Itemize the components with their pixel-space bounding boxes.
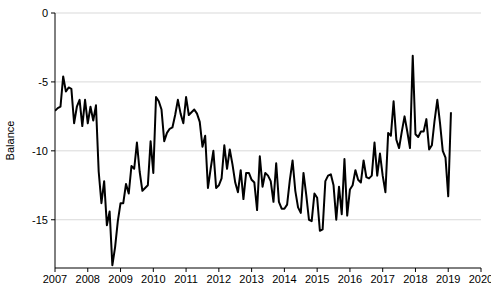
- grid-line: [55, 150, 481, 151]
- x-tick-label: 2019: [436, 273, 460, 285]
- x-tick: [415, 268, 416, 272]
- x-tick: [349, 268, 350, 272]
- x-tick-label: 2010: [141, 273, 165, 285]
- x-tick: [284, 268, 285, 272]
- x-tick-label: 2015: [305, 273, 329, 285]
- x-tick-label: 2008: [76, 273, 100, 285]
- x-tick: [251, 268, 252, 272]
- x-tick: [55, 268, 56, 272]
- x-tick-label: 2009: [108, 273, 132, 285]
- x-tick-label: 2020: [469, 273, 491, 285]
- x-tick-label: 2018: [403, 273, 427, 285]
- data-line: [55, 56, 451, 266]
- x-tick: [186, 268, 187, 272]
- x-tick: [317, 268, 318, 272]
- y-tick: [51, 219, 55, 220]
- chart: -15 -10 -5 0 2007 2008 2009 2010 2011 2012 2013 201…: [0, 0, 491, 302]
- x-tick-label: 2016: [338, 273, 362, 285]
- x-tick-label: 2012: [207, 273, 231, 285]
- grid-line: [55, 13, 481, 14]
- y-tick: [51, 150, 55, 151]
- x-tick-label: 2014: [272, 273, 296, 285]
- x-tick: [448, 268, 449, 272]
- y-tick-label: -15: [32, 214, 48, 226]
- x-tick-label: 2011: [174, 273, 198, 285]
- x-tick-label: 2013: [239, 273, 263, 285]
- x-tick: [481, 268, 482, 272]
- x-tick: [120, 268, 121, 272]
- x-axis: [55, 268, 481, 269]
- x-tick: [382, 268, 383, 272]
- y-axis: [55, 13, 56, 268]
- y-tick: [51, 13, 55, 14]
- x-tick-label: 2017: [370, 273, 394, 285]
- y-axis-label: Balance: [4, 121, 16, 161]
- x-tick: [87, 268, 88, 272]
- y-tick-label: -10: [32, 145, 48, 157]
- grid-line: [55, 81, 481, 82]
- x-tick-label: 2007: [43, 273, 67, 285]
- y-tick: [51, 81, 55, 82]
- y-tick-label: 0: [42, 7, 48, 19]
- plot-area: [55, 56, 451, 266]
- x-tick: [153, 268, 154, 272]
- y-tick-label: -5: [38, 76, 48, 88]
- x-tick: [218, 268, 219, 272]
